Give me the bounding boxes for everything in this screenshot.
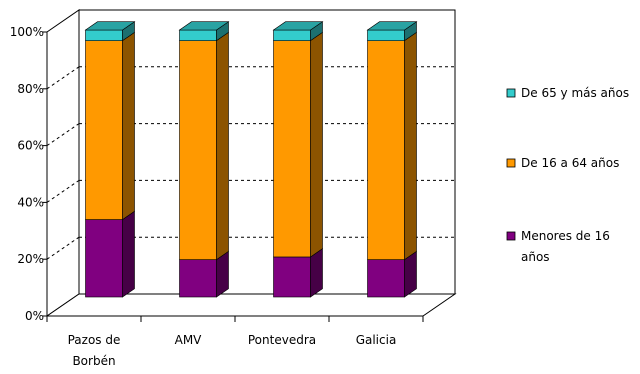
y-tick-label: 20% [17, 252, 44, 266]
gridline-side [46, 66, 80, 90]
x-category-label: Pontevedra [248, 333, 316, 347]
x-category-label: AMV [175, 333, 203, 347]
bar-segment [179, 250, 229, 298]
y-tick-label: 100% [10, 25, 44, 39]
bar-side-face [216, 31, 229, 261]
bar-segment [366, 21, 418, 42]
bar-segment [367, 250, 417, 298]
x-category-label: Galicia [356, 333, 397, 347]
axes [43, 31, 424, 322]
bar-top-face [178, 21, 230, 31]
bar-segment [272, 21, 324, 42]
bar-segment [273, 248, 323, 298]
y-tick-label: 80% [17, 82, 44, 96]
bars [84, 21, 418, 298]
chart-walls [45, 9, 457, 317]
legend-label: De 65 y más años [521, 86, 629, 100]
bar-front-face [179, 259, 217, 298]
x-category-label: Pazos de Borbén [68, 333, 121, 368]
side-wall [46, 9, 80, 317]
bar-segment [178, 21, 230, 42]
bar-front-face [367, 259, 405, 298]
legend-label: Menores de 16 años [521, 229, 610, 264]
y-tick-label: 60% [17, 139, 44, 153]
bar-front-face [273, 256, 311, 298]
bar-front-face [85, 219, 123, 298]
bar-front-face [179, 40, 217, 260]
bar-front-face [273, 29, 311, 41]
legend-label: De 16 a 64 años [521, 156, 619, 170]
bar-top-face [366, 21, 418, 31]
bar-side-face [122, 210, 135, 298]
bar-front-face [367, 29, 405, 41]
gridline-side [46, 236, 80, 260]
y-axis-tick-labels: 0% 20% 40% 60% 80% 100% [10, 25, 44, 323]
bar-segment [179, 31, 229, 261]
x-axis-tick-labels: Pazos de Borbén AMV Pontevedra Galicia [68, 333, 397, 368]
bar-segment [367, 31, 417, 261]
legend-swatch [506, 231, 516, 241]
bar-side-face [310, 31, 323, 258]
bar-top-face [84, 21, 136, 31]
gridline-side [46, 179, 80, 203]
floor [45, 293, 457, 317]
bar-segment [273, 31, 323, 258]
legend: De 65 y más años De 16 a 64 años Menores d… [506, 86, 629, 264]
bar-segment [85, 210, 135, 298]
bar-segment [85, 31, 135, 221]
bar-side-face [404, 31, 417, 261]
bar-front-face [179, 29, 217, 41]
bar-top-face [272, 21, 324, 31]
y-tick-label: 0% [25, 309, 44, 323]
bar-front-face [85, 40, 123, 220]
bar-front-face [273, 40, 311, 258]
gridline-side [46, 123, 80, 147]
legend-swatch [506, 88, 516, 98]
bar-front-face [367, 40, 405, 260]
legend-swatch [506, 158, 516, 168]
y-tick-label: 40% [17, 195, 44, 209]
bar-segment [84, 21, 136, 42]
bar-front-face [85, 29, 123, 41]
bar-side-face [122, 31, 135, 221]
